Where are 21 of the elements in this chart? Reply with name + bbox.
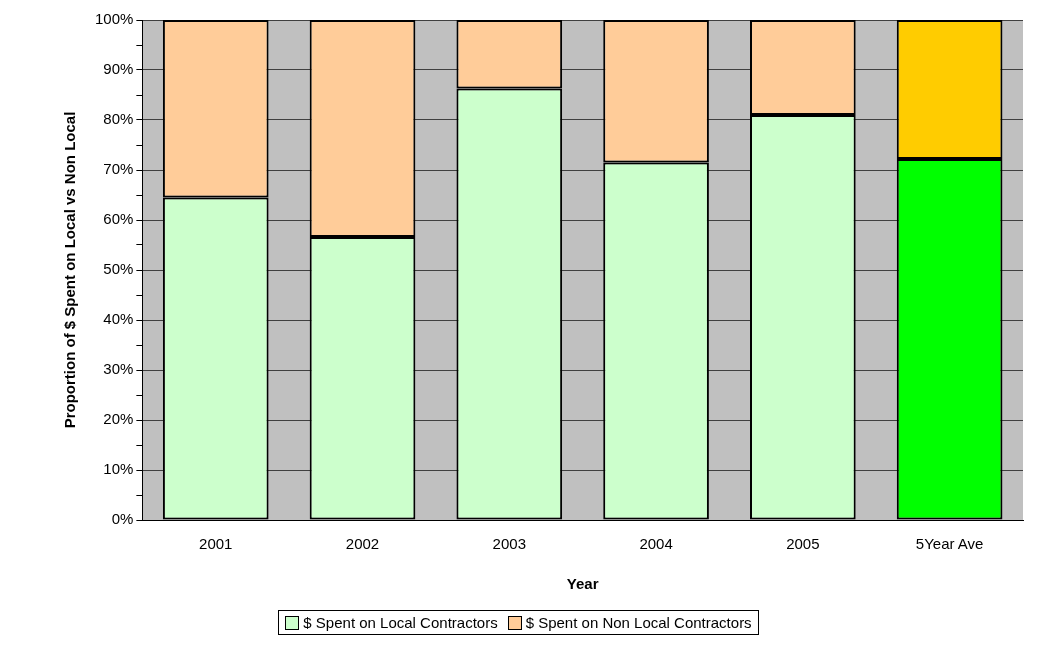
x-tick-label: 5Year Ave [915, 535, 984, 553]
legend-label: $ Spent on Local Contractors [303, 614, 498, 631]
x-axis-title: Year [566, 575, 599, 593]
y-tick-label: 40% [103, 310, 134, 328]
y-tick-label: 60% [103, 210, 134, 228]
x-tick-label: 2003 [492, 535, 526, 553]
x-tick-label: 2004 [639, 535, 673, 553]
y-tick-label: 30% [103, 360, 134, 378]
y-tick-label: 100% [94, 10, 134, 28]
y-tick-label: 20% [103, 410, 134, 428]
x-tick-label: 2001 [199, 535, 233, 553]
y-tick-label: 0% [111, 510, 134, 528]
x-tick-label: 2005 [786, 535, 820, 553]
y-tick-label: 50% [103, 260, 134, 278]
legend-label: $ Spent on Non Local Contractors [525, 614, 752, 631]
x-tick-label: 2002 [345, 535, 380, 553]
y-tick-label: 90% [103, 60, 134, 78]
y-axis-title: Proportion of $ Spent on Local vs Non Local [61, 111, 79, 429]
y-tick-label: 10% [103, 460, 134, 478]
y-tick-label: 70% [103, 160, 134, 178]
y-tick-label: 80% [103, 110, 134, 128]
